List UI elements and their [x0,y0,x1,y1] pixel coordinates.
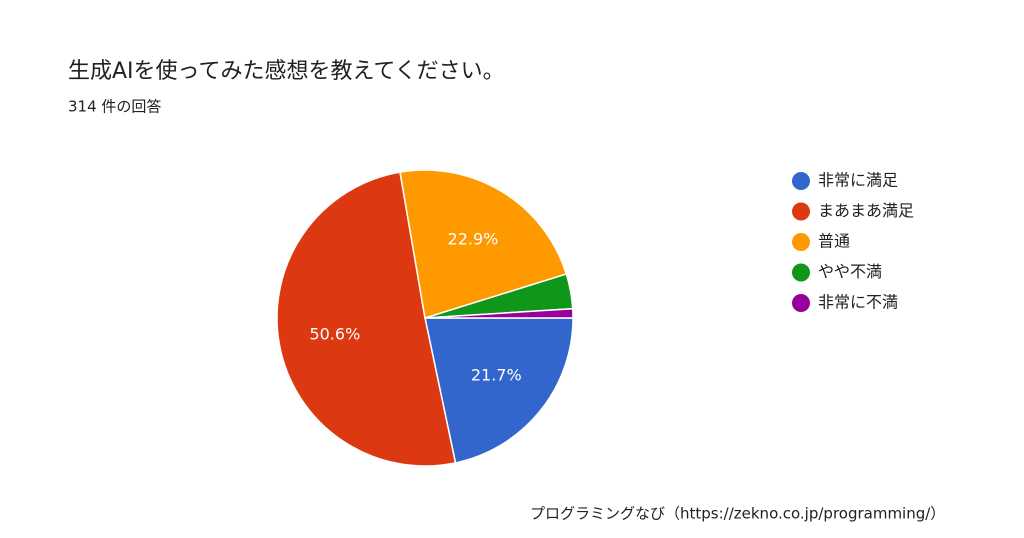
legend-marker [792,202,810,221]
legend-label: 非常に不満 [818,293,898,312]
pie-slice [399,169,568,319]
chart-subtitle: 314 件の回答 [68,98,161,116]
legend-label: やや不満 [818,262,882,281]
slice-label: 50.6% [309,325,360,344]
legend-label: まあまあ満足 [818,201,914,220]
chart-title: 生成AIを使ってみた感想を教えてください。 [68,59,505,84]
legend-marker [792,294,810,312]
slice-label: 21.7% [471,365,522,384]
legend-marker [792,263,810,282]
legend-marker [792,233,810,251]
pie-slice [424,317,574,464]
legend-label: 非常に満足 [818,171,898,190]
pie-slice [424,307,574,319]
slice-label: 22.9% [448,229,499,248]
pie-slice [276,171,457,467]
footer: プログラミングなび（https://zekno.co.jp/programmin… [530,505,945,523]
legend-marker [792,172,810,190]
legend-label: 普通 [818,232,850,251]
